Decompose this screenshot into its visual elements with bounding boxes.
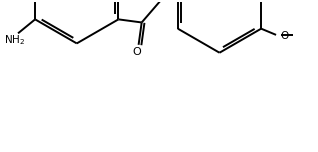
Text: NH: NH bbox=[153, 0, 168, 2]
Text: NH$_2$: NH$_2$ bbox=[4, 33, 25, 47]
Text: O: O bbox=[280, 31, 289, 41]
Text: O: O bbox=[132, 47, 141, 57]
